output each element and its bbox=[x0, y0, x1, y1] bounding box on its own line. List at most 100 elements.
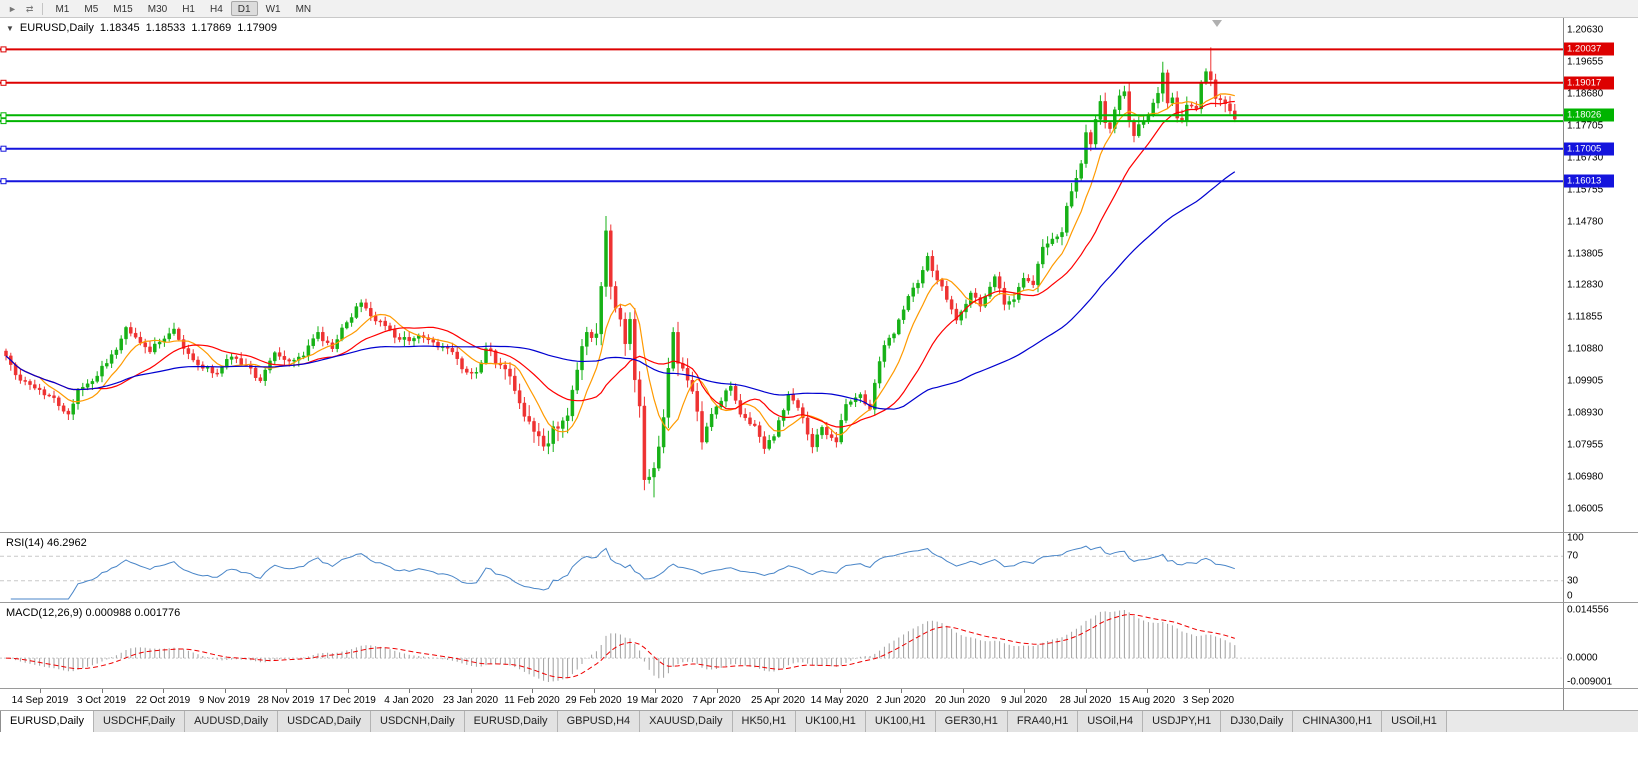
chart-shift-icon[interactable]: ⇄ bbox=[25, 3, 34, 14]
date-axis-corner bbox=[1563, 689, 1638, 710]
price-tick: 1.20630 bbox=[1567, 24, 1604, 36]
tab-usdcad-daily[interactable]: USDCAD,Daily bbox=[278, 711, 372, 732]
price-line-label-1.20037[interactable]: 1.20037 bbox=[1564, 42, 1614, 56]
date-label: 28 Jul 2020 bbox=[1059, 695, 1112, 706]
tab-fra40-h1[interactable]: FRA40,H1 bbox=[1007, 711, 1079, 732]
date-tick bbox=[532, 689, 533, 693]
line-handle[interactable] bbox=[0, 46, 7, 53]
candlestick-chart[interactable] bbox=[0, 18, 1563, 532]
date-tick bbox=[716, 689, 718, 693]
price-tick: 1.11855 bbox=[1567, 311, 1603, 323]
timeframe-button-h1[interactable]: H1 bbox=[182, 4, 195, 15]
rsi-line bbox=[10, 545, 1235, 600]
tab-usoil-h4[interactable]: USOil,H4 bbox=[1078, 711, 1144, 732]
price-line-label-1.16013[interactable]: 1.16013 bbox=[1564, 174, 1614, 188]
line-handle[interactable] bbox=[0, 79, 7, 86]
main-chart-plot[interactable]: ▼ EURUSD,Daily 1.18345 1.18533 1.17869 1… bbox=[0, 18, 1563, 532]
price-line-label-1.19017[interactable]: 1.19017 bbox=[1564, 76, 1614, 90]
tab-eurusd-daily[interactable]: EURUSD,Daily bbox=[464, 711, 558, 732]
price-tick: 1.14780 bbox=[1567, 216, 1604, 228]
date-label: 23 Jan 2020 bbox=[442, 695, 499, 706]
macd-signal-line bbox=[5, 613, 1235, 679]
chart-tabs-bar: EURUSD,Daily USDCHF,Daily AUDUSD,Daily USDC… bbox=[0, 710, 1638, 732]
price-tick: 1.19655 bbox=[1567, 56, 1604, 68]
tab-audusd-daily[interactable]: AUDUSD,Daily bbox=[185, 711, 279, 732]
date-label: 3 Oct 2019 bbox=[77, 695, 126, 706]
timeframe-button-w1[interactable]: W1 bbox=[265, 4, 281, 15]
tab-usoil-h1[interactable]: USOil,H1 bbox=[1382, 711, 1447, 732]
timeframe-button-m1[interactable]: M1 bbox=[55, 4, 70, 15]
tab-china300-h1[interactable]: CHINA300,H1 bbox=[1293, 711, 1383, 732]
rsi-plot[interactable]: RSI(14) 46.2962 bbox=[0, 533, 1563, 602]
date-label: 7 Apr 2020 bbox=[692, 695, 741, 706]
price-tick: 1.06980 bbox=[1567, 471, 1604, 483]
tab-ger30-h1[interactable]: GER30,H1 bbox=[935, 711, 1008, 732]
line-handle[interactable] bbox=[0, 145, 7, 152]
price-tick: 1.06005 bbox=[1567, 503, 1604, 515]
date-label: 9 Jul 2020 bbox=[1000, 695, 1048, 706]
chart-symbol-label: EURUSD,Daily bbox=[19, 22, 94, 34]
date-label: 17 Dec 2019 bbox=[319, 695, 376, 706]
tab-uk100-h1[interactable]: UK100,H1 bbox=[796, 711, 866, 732]
date-label: 15 Aug 2020 bbox=[1118, 695, 1176, 706]
statusbar-spacer bbox=[0, 732, 1638, 759]
macd-histogram bbox=[10, 610, 1236, 682]
price-axis[interactable]: 1.20630 1.19655 1.18680 1.17705 1.16730 1.157… bbox=[1563, 18, 1638, 532]
price-line-label-1.17005[interactable]: 1.17005 bbox=[1564, 142, 1614, 156]
timeframe-button-m30[interactable]: M30 bbox=[147, 4, 168, 15]
timeframe-button-d1[interactable]: D1 bbox=[230, 1, 258, 16]
auto-scroll-icon[interactable]: ► bbox=[8, 3, 17, 14]
date-axis[interactable]: 14 Sep 2019 3 Oct 2019 22 Oct 2019 9 Nov 20… bbox=[0, 689, 1563, 710]
tab-usdcnh-daily[interactable]: USDCNH,Daily bbox=[371, 711, 465, 732]
tab-uk100-h1[interactable]: UK100,H1 bbox=[865, 711, 936, 732]
chart-dropdown-icon[interactable]: ▼ bbox=[6, 23, 14, 33]
moving-average-slow-blue bbox=[5, 171, 1236, 410]
price-tick: 1.09905 bbox=[1567, 375, 1604, 387]
date-tick bbox=[1085, 689, 1087, 693]
rsi-axis-label-100: 100 bbox=[1567, 533, 1584, 544]
date-label: 19 Mar 2020 bbox=[626, 695, 684, 706]
price-tick: 1.12830 bbox=[1567, 279, 1604, 291]
tab-eurusd-daily[interactable]: EURUSD,Daily bbox=[0, 711, 94, 732]
tab-dj30-daily[interactable]: DJ30,Daily bbox=[1221, 711, 1294, 732]
tab-xauusd-daily[interactable]: XAUUSD,Daily bbox=[640, 711, 733, 732]
date-tick bbox=[40, 689, 41, 693]
ohlc-open: 1.18345 bbox=[99, 22, 140, 34]
date-tick bbox=[347, 689, 349, 693]
date-tick bbox=[839, 689, 841, 693]
chart-shift-marker[interactable] bbox=[1212, 20, 1222, 27]
date-tick bbox=[101, 689, 103, 693]
date-tick bbox=[778, 689, 779, 693]
macd-chart bbox=[0, 610, 1563, 682]
macd-plot[interactable]: MACD(12,26,9) 0.000988 0.001776 bbox=[0, 603, 1563, 688]
line-handle[interactable] bbox=[0, 112, 7, 119]
tab-gbpusd-h4[interactable]: GBPUSD,H4 bbox=[557, 711, 641, 732]
line-handle[interactable] bbox=[0, 118, 7, 125]
date-label: 29 Feb 2020 bbox=[565, 695, 622, 706]
rsi-axis[interactable]: 100 70 30 0 bbox=[1563, 533, 1638, 602]
date-label: 25 Apr 2020 bbox=[751, 695, 805, 706]
date-label: 11 Feb 2020 bbox=[504, 695, 560, 706]
timeframe-button-h4[interactable]: H4 bbox=[209, 4, 223, 15]
candle-wicks-up bbox=[72, 61, 1207, 498]
timeframe-button-m15[interactable]: M15 bbox=[113, 4, 133, 15]
macd-axis[interactable]: 0.014556 0.0000 -0.009001 bbox=[1563, 603, 1638, 688]
date-tick bbox=[470, 689, 472, 693]
line-handle[interactable] bbox=[0, 178, 7, 185]
date-label: 9 Nov 2019 bbox=[198, 695, 251, 706]
date-label: 3 Sep 2020 bbox=[1182, 695, 1235, 706]
price-line-label-1.18026[interactable]: 1.18026 bbox=[1564, 108, 1614, 122]
date-tick bbox=[655, 689, 656, 693]
ohlc-close: 1.17909 bbox=[237, 22, 277, 34]
price-tick: 1.18680 bbox=[1567, 88, 1604, 100]
timeframe-button-mn[interactable]: MN bbox=[295, 4, 312, 15]
price-tick: 1.08930 bbox=[1567, 407, 1604, 419]
timeframe-button-m5[interactable]: M5 bbox=[84, 4, 99, 15]
main-chart-panel: ▼ EURUSD,Daily 1.18345 1.18533 1.17869 1… bbox=[0, 18, 1638, 532]
tab-usdchf-daily[interactable]: USDCHF,Daily bbox=[93, 711, 186, 732]
tab-usdjpy-h1[interactable]: USDJPY,H1 bbox=[1143, 711, 1222, 732]
rsi-chart bbox=[0, 545, 1563, 600]
macd-indicator-panel: MACD(12,26,9) 0.000988 0.001776 0.014556… bbox=[0, 602, 1638, 688]
tab-hk50-h1[interactable]: HK50,H1 bbox=[732, 711, 797, 732]
date-tick bbox=[224, 689, 226, 693]
